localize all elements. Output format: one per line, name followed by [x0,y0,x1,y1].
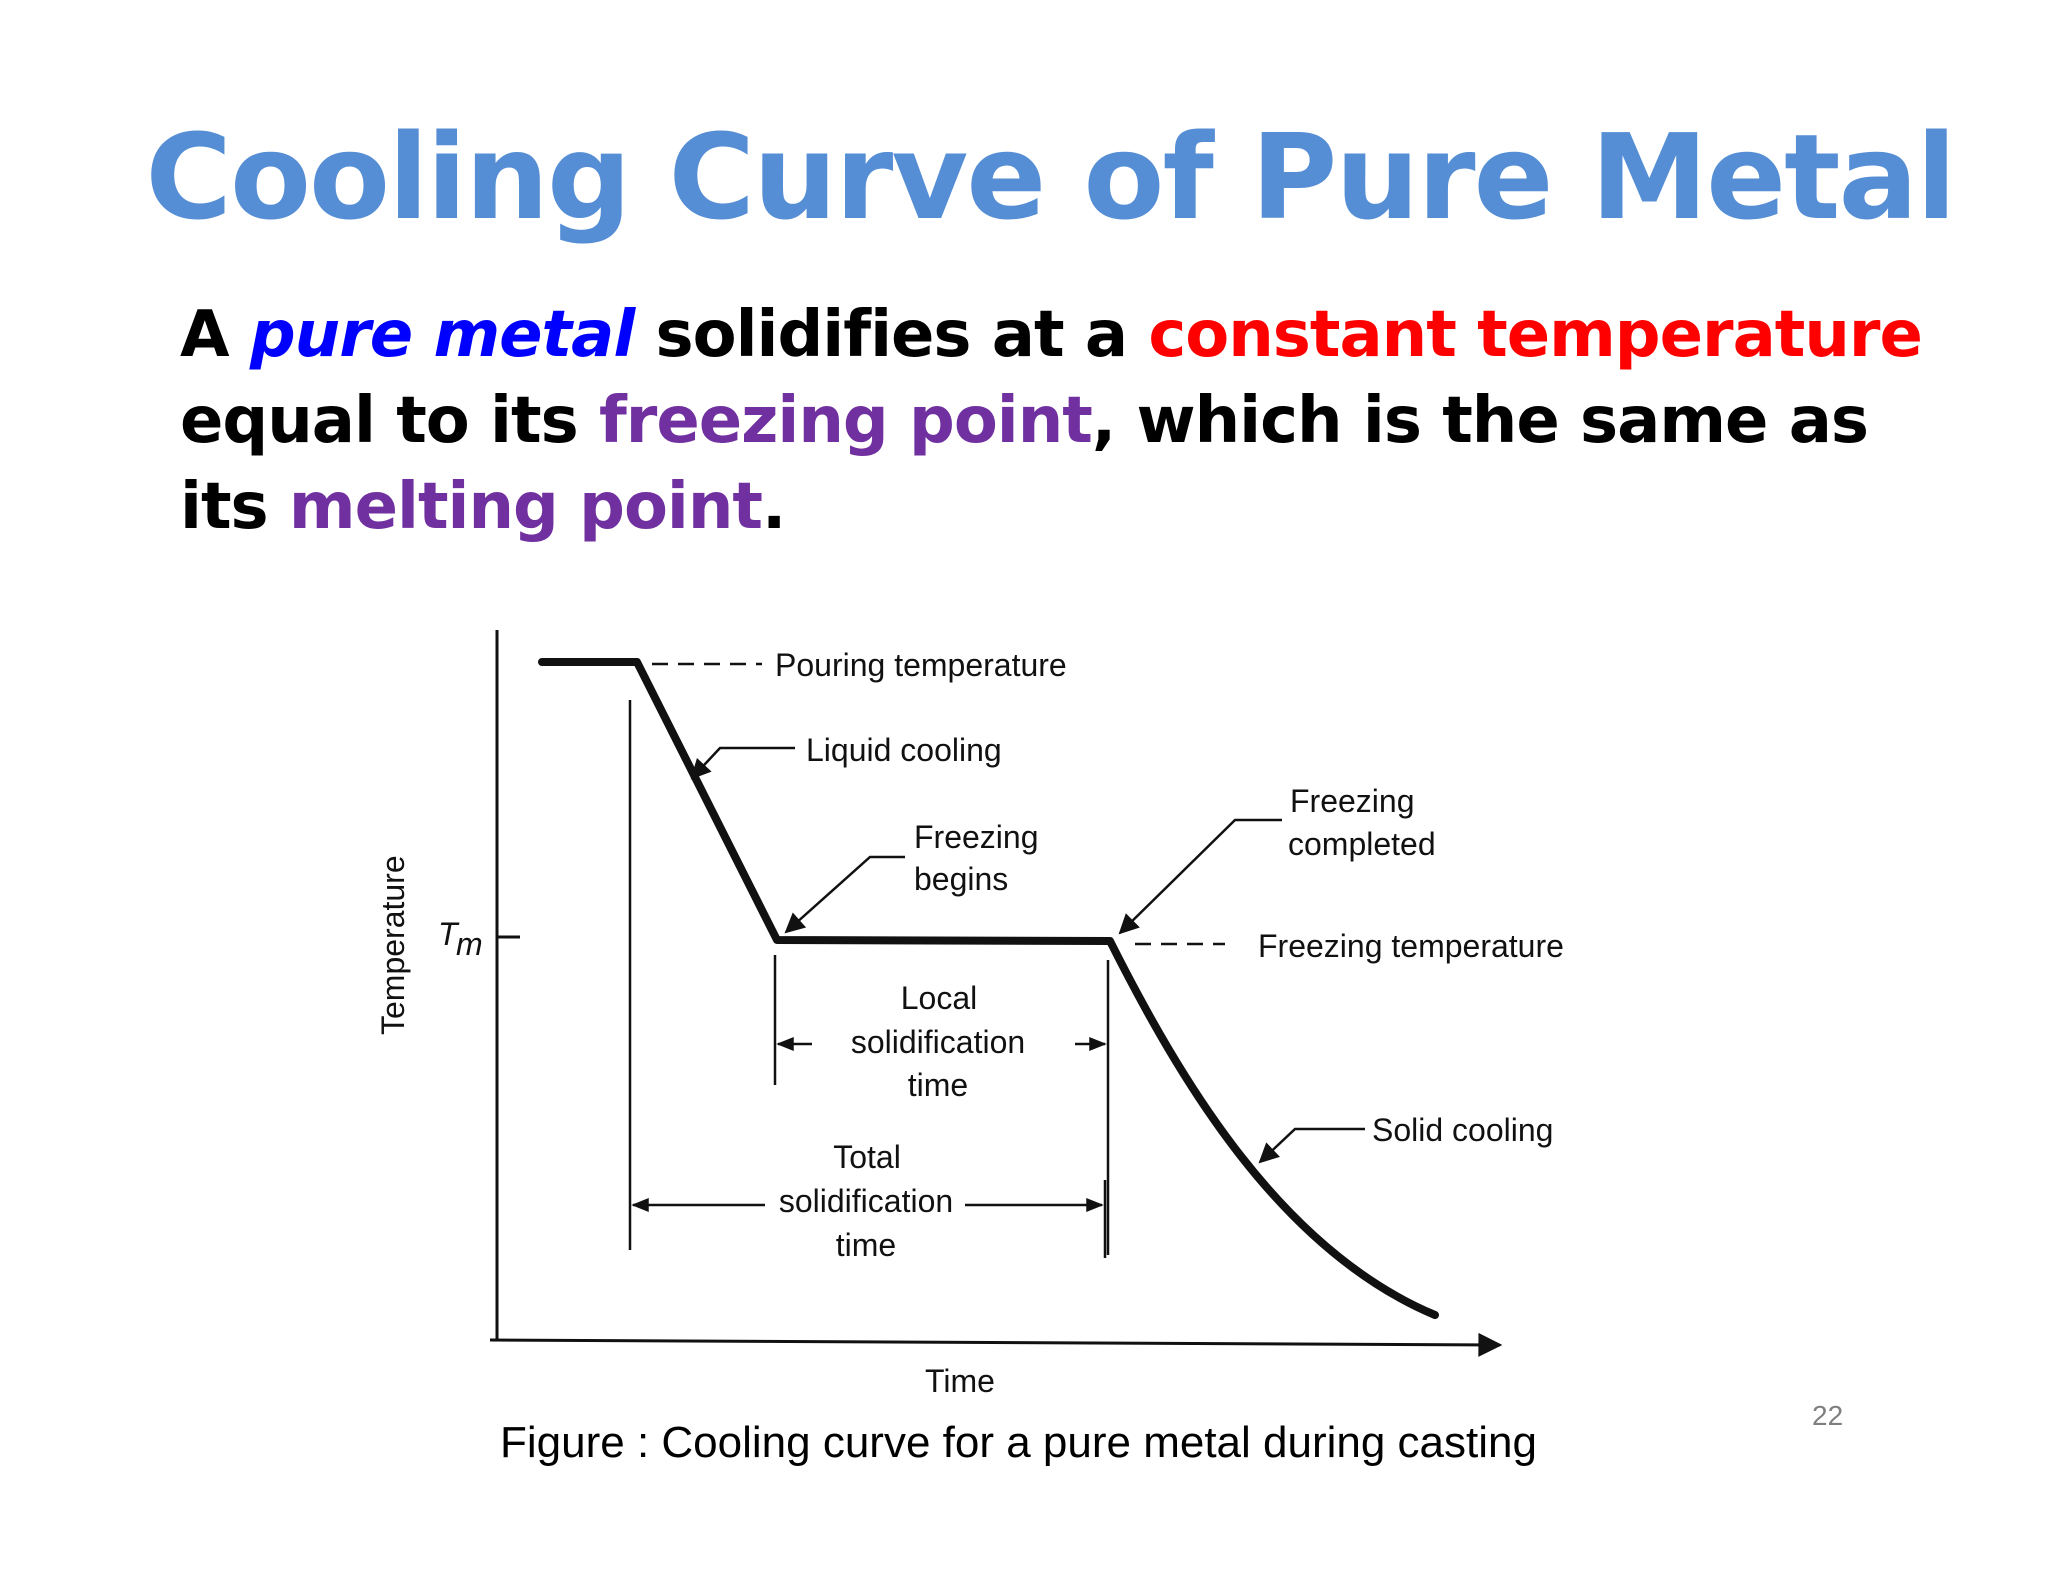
x-axis [489,1332,1503,1357]
text-segment: . [762,470,786,544]
cooling-curve [538,658,1439,1319]
label-freezing-temperature: Freezing temperature [1258,928,1564,964]
x-axis-label: Time [925,1363,995,1399]
label-total-2: solidification [779,1183,953,1219]
freezing-begins-leader [784,855,905,934]
text-segment: , which is the same as its [180,384,1869,544]
figure-caption: Figure : Cooling curve for a pure metal … [500,1418,1537,1467]
liquid-cooling-leader [690,746,795,780]
label-local-3: time [908,1067,968,1103]
label-local-1: Local [901,980,978,1016]
label-liquid-cooling: Liquid cooling [806,732,1002,768]
label-total-3: time [836,1227,896,1263]
emphasis-constant-temperature: constant temperature [1148,298,1923,372]
label-freezing-begins-1: Freezing [914,819,1039,855]
label-total-1: Total [833,1139,901,1175]
emphasis-melting-point: melting point [288,470,763,544]
y-axis-label: Temperature [375,855,411,1035]
text-segment: equal to its [180,384,599,458]
label-freezing-completed-2: completed [1288,826,1436,862]
text-segment: solidifies at a [634,298,1149,372]
emphasis-freezing-point: freezing point [598,384,1093,458]
label-freezing-completed-1: Freezing [1290,783,1415,819]
label-local-2: solidification [851,1024,1025,1060]
label-solid-cooling: Solid cooling [1372,1112,1553,1148]
body-paragraph: A pure metal solidifies at a constant te… [180,292,1940,550]
emphasis-pure-metal: pure metal [249,298,635,372]
label-pouring-temperature: Pouring temperature [775,647,1067,683]
tm-label: T [438,916,460,952]
solid-cooling-leader [1258,1127,1365,1164]
text-segment: A [180,298,250,372]
tm-subscript: m [456,926,483,962]
freezing-completed-leader [1118,818,1282,935]
label-freezing-begins-2: begins [914,861,1008,897]
slide-title: Cooling Curve of Pure Metal [145,108,1956,246]
page-number: 22 [1812,1400,1844,1431]
